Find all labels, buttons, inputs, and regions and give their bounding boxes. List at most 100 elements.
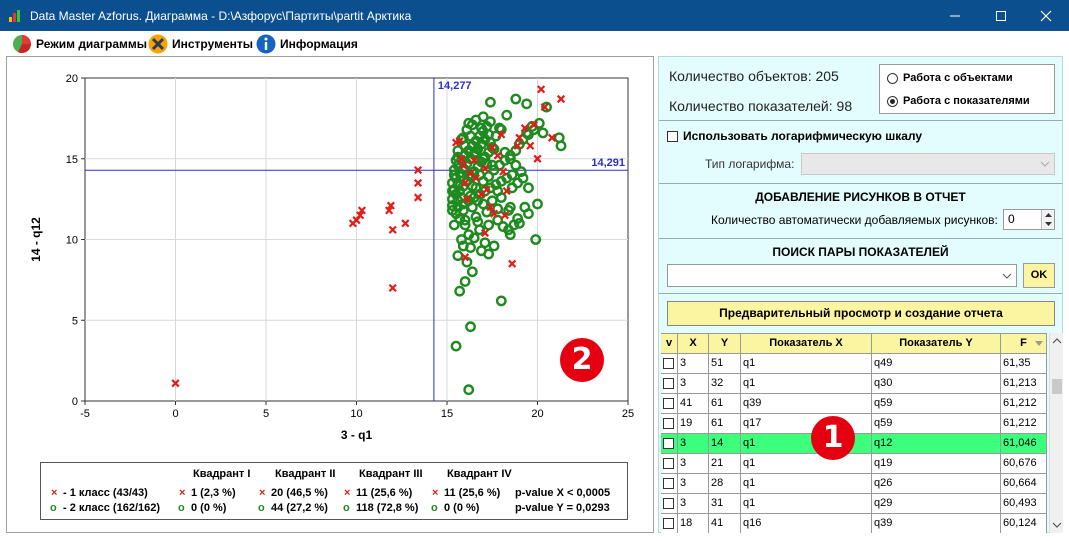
- legend-marker: ×: [259, 487, 266, 499]
- close-icon: [1040, 10, 1052, 22]
- class1-point-stroke: [388, 225, 397, 234]
- legend-header-q1: Квадрант I: [193, 468, 251, 480]
- minimize-button[interactable]: [932, 0, 978, 31]
- class1-point-stroke: [497, 130, 506, 139]
- chart-badge: 2: [560, 338, 604, 382]
- class1-point: [537, 85, 546, 94]
- minimize-icon: [950, 15, 960, 17]
- class1-point: [508, 259, 517, 268]
- close-button[interactable]: [1023, 0, 1069, 31]
- row-checkbox[interactable]: [663, 458, 674, 469]
- legend-label-class2: - 2 класс (162/162): [63, 502, 161, 514]
- table-row[interactable]: 3 28 q1 q26 60,664: [661, 474, 1047, 494]
- row-checkbox[interactable]: [663, 498, 674, 509]
- class1-point-stroke: [547, 133, 557, 142]
- cell-f: 61,35: [1001, 354, 1047, 374]
- table-row[interactable]: 3 51 q1 q49 61,35: [661, 354, 1047, 374]
- class1-point: [401, 219, 410, 228]
- table-row[interactable]: 3 32 q1 q30 61,213: [661, 374, 1047, 394]
- pair-search-select[interactable]: [667, 264, 1017, 287]
- cell-x: 19: [678, 414, 709, 434]
- radio-objects[interactable]: Работа с объектами: [887, 72, 1013, 84]
- class2-point: [463, 117, 475, 129]
- legend-class2-q1: 0 (0 %): [191, 502, 227, 514]
- class1-point-stroke: [513, 141, 522, 150]
- scroll-up-icon[interactable]: [1050, 335, 1064, 347]
- row-checkbox[interactable]: [663, 358, 674, 369]
- radio-objects-dot: [887, 72, 898, 84]
- row-checkbox[interactable]: [663, 418, 674, 429]
- col-header-v[interactable]: v: [661, 334, 678, 354]
- scroll-thumb[interactable]: [1052, 379, 1062, 394]
- col-header-y[interactable]: Y: [709, 334, 741, 354]
- table-row[interactable]: 41 61 q39 q59 61,212: [661, 394, 1047, 414]
- y-axis-label: 14 - q12: [29, 217, 43, 262]
- class1-point-stroke: [357, 206, 367, 215]
- cell-f: 60,664: [1001, 474, 1047, 494]
- class1-point-stroke: [499, 167, 508, 176]
- maximize-button[interactable]: [978, 0, 1024, 31]
- class2-point: [457, 240, 469, 252]
- menu-bar: Режим диаграммы Инструменты Информация: [0, 31, 1069, 56]
- menu-chart-mode[interactable]: Режим диаграммы: [12, 33, 147, 54]
- menu-tools-label: Инструменты: [172, 36, 254, 51]
- report-images-count-input[interactable]: 0: [1003, 209, 1055, 230]
- cell-x: 3: [678, 434, 709, 454]
- class2-point: [537, 127, 549, 139]
- class2-point: [472, 216, 484, 228]
- cell-checkbox: [661, 434, 678, 454]
- scroll-down-icon[interactable]: [1050, 519, 1064, 531]
- class1-point-stroke: [413, 178, 423, 188]
- col-header-x[interactable]: X: [678, 334, 709, 354]
- title-bar: Data Master Azforus. Диаграмма - D:\Азфо…: [0, 0, 1069, 31]
- log-scale-check: [667, 130, 678, 142]
- menu-info[interactable]: Информация: [256, 33, 358, 54]
- class2-point: [514, 217, 525, 229]
- class1-point-stroke: [520, 123, 529, 133]
- log-scale-checkbox[interactable]: Использовать логарифмическую шкалу: [667, 129, 922, 143]
- y-tick-label: 10: [66, 235, 78, 247]
- row-checkbox[interactable]: [663, 398, 674, 409]
- report-images-count-value: 0: [1008, 212, 1015, 226]
- class1-point: [489, 209, 499, 218]
- table-badge: 1: [811, 416, 855, 460]
- class1-point-stroke: [385, 206, 394, 215]
- table-row[interactable]: 3 21 q1 q19 60,676: [661, 454, 1047, 474]
- legend-class2-q2: 44 (27,2 %): [271, 502, 328, 514]
- cell-checkbox: [661, 494, 678, 514]
- radio-indicators[interactable]: Работа с показателями: [887, 95, 1030, 107]
- row-checkbox[interactable]: [663, 438, 674, 449]
- cell-y: 32: [709, 374, 741, 394]
- row-checkbox[interactable]: [663, 478, 674, 489]
- class2-point: [555, 140, 567, 152]
- row-checkbox[interactable]: [663, 518, 674, 529]
- table-row[interactable]: 19 61 q17 q59 61,212: [661, 414, 1047, 434]
- class1-point-stroke: [486, 203, 495, 212]
- cell-y: 21: [709, 454, 741, 474]
- chart-mode-icon: [13, 34, 32, 53]
- pair-search-ok-button[interactable]: OK: [1023, 263, 1055, 288]
- menu-tools[interactable]: Инструменты: [148, 33, 253, 54]
- table-row[interactable]: 18 41 q16 q39 60,124: [661, 514, 1047, 533]
- cell-indicator-x: q1: [741, 494, 872, 514]
- cell-indicator-x: q16: [741, 514, 872, 533]
- class2-point: [532, 198, 543, 210]
- col-header-indicator-y[interactable]: Показатель Y: [872, 334, 1001, 354]
- class2-point: [485, 116, 496, 128]
- preview-report-button[interactable]: Предварительный просмотр и создание отче…: [667, 301, 1055, 326]
- class2-point: [508, 219, 520, 231]
- app-icon: [9, 10, 20, 22]
- col-header-f[interactable]: F: [1001, 334, 1047, 354]
- legend-header-q4: Квадрант IV: [447, 468, 512, 480]
- cell-x: 41: [678, 394, 709, 414]
- vertical-threshold-label: 14,277: [438, 80, 472, 92]
- class2-point: [483, 171, 495, 182]
- table-row[interactable]: 3 31 q1 q29 60,493: [661, 494, 1047, 514]
- spin-buttons[interactable]: [1041, 210, 1054, 229]
- log-type-select[interactable]: [801, 153, 1055, 175]
- table-scrollbar[interactable]: [1049, 333, 1063, 533]
- class2-point: [541, 101, 552, 113]
- row-checkbox[interactable]: [663, 378, 674, 389]
- col-header-indicator-x[interactable]: Показатель X: [741, 334, 872, 354]
